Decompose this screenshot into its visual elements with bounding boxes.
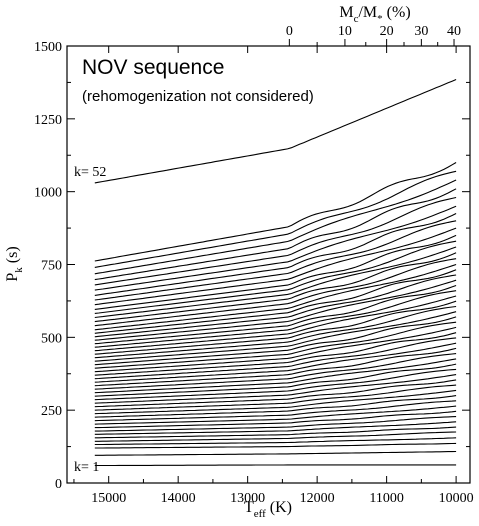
series-line-k-6	[94, 426, 457, 439]
x-tick-label: 10000	[439, 491, 474, 506]
series-line-k-18	[94, 363, 457, 397]
top-tick-label: 0	[286, 24, 293, 39]
top-tick-label: 20	[380, 24, 394, 39]
series-line-k-21	[94, 347, 457, 387]
y-axis-title: Pk (s)	[4, 246, 25, 281]
series-line-k-49	[94, 179, 457, 275]
series-line-k-33	[94, 284, 457, 345]
series-line-k-42	[94, 234, 457, 310]
series-line-k-52	[94, 78, 457, 184]
x-axis-title-unit: (K)	[266, 499, 292, 516]
series-line-k-27	[94, 316, 457, 366]
series-line-k-24	[94, 332, 457, 376]
series-line-k-2	[94, 450, 457, 456]
series-line-k-17	[94, 368, 457, 401]
top-tick-label: 30	[414, 24, 428, 39]
series-line-k-34	[94, 279, 457, 341]
series-line-k-10	[94, 405, 457, 425]
series-line-k-22	[94, 342, 457, 383]
x-tick-label: 14000	[161, 491, 196, 506]
series-line-k-8	[94, 416, 457, 432]
top-axis-title: Mc/M* (%)	[339, 4, 410, 25]
series-line-k-15	[94, 379, 457, 408]
top-axis-title-sub2: *	[377, 13, 383, 25]
series-line-k-45	[94, 213, 457, 296]
series-line-k-26	[94, 321, 457, 369]
x-tick-label: 13000	[230, 491, 265, 506]
y-tick-label: 500	[41, 331, 62, 346]
k-first-label: k= 1	[74, 460, 99, 475]
x-axis-title-main: T	[244, 499, 254, 516]
series-line-k-25	[94, 326, 457, 373]
x-tick-label: 12000	[300, 491, 335, 506]
series-line-k-48	[94, 188, 457, 281]
x-axis-title-sub: eff	[254, 508, 266, 520]
y-tick-label: 0	[55, 477, 62, 492]
series-line-k-19	[94, 358, 457, 394]
series-line-k-12	[94, 395, 457, 418]
series-line-k-13	[94, 389, 457, 415]
series-line-k-9	[94, 410, 457, 429]
series-line-k-37	[94, 263, 457, 331]
k-last-label: k= 52	[74, 165, 106, 180]
series-line-k-4	[94, 437, 457, 446]
top-axis-title-mid: /M	[358, 4, 377, 21]
series-line-k-39	[94, 252, 457, 323]
chart-title: NOV sequence	[82, 56, 224, 79]
y-axis-title-sub: k	[13, 267, 25, 273]
series-line-k-23	[94, 337, 457, 380]
y-tick-label: 1250	[34, 113, 62, 128]
axis-ticks: 15000 14000 13000 12000 11000 100000250500750…	[34, 24, 474, 506]
series-lines	[94, 78, 457, 467]
chart-subtitle: (rehomogenization not considered)	[82, 88, 314, 105]
top-axis-title-main: M	[339, 4, 353, 21]
series-line-k-14	[94, 384, 457, 411]
series-line-k-1	[94, 464, 457, 467]
series-line-k-43	[94, 227, 457, 306]
y-tick-label: 750	[41, 259, 62, 274]
series-line-k-41	[94, 240, 457, 314]
series-line-k-38	[94, 258, 457, 327]
series-line-k-29	[94, 305, 457, 359]
series-line-k-20	[94, 353, 457, 390]
series-line-k-40	[94, 246, 457, 319]
series-line-k-50	[94, 170, 457, 268]
y-axis-title-unit: (s)	[4, 246, 21, 267]
series-line-k-44	[94, 220, 457, 301]
y-tick-label: 1500	[34, 40, 62, 55]
series-line-k-35	[94, 274, 457, 338]
series-line-k-28	[94, 311, 457, 362]
x-axis-title: Teff (K)	[244, 499, 292, 520]
y-tick-label: 250	[41, 404, 62, 419]
series-line-k-11	[94, 400, 457, 422]
y-axis-title-main: P	[4, 273, 21, 282]
series-line-k-47	[94, 196, 457, 286]
top-axis-title-sub1: c	[354, 13, 359, 25]
series-line-k-46	[94, 205, 457, 291]
x-tick-label: 11000	[369, 491, 403, 506]
y-tick-label: 1000	[34, 186, 62, 201]
series-line-k-32	[94, 290, 457, 348]
series-line-k-5	[94, 431, 457, 442]
series-line-k-3	[94, 442, 457, 449]
series-line-k-16	[94, 374, 457, 404]
series-line-k-31	[94, 295, 457, 352]
series-line-k-30	[94, 300, 457, 355]
series-line-k-51	[94, 162, 457, 262]
top-tick-label: 10	[338, 24, 352, 39]
top-axis-title-unit: (%)	[383, 4, 411, 21]
series-line-k-7	[94, 421, 457, 435]
series-line-k-36	[94, 269, 457, 334]
top-tick-label: 40	[447, 24, 461, 39]
x-tick-label: 15000	[91, 491, 126, 506]
